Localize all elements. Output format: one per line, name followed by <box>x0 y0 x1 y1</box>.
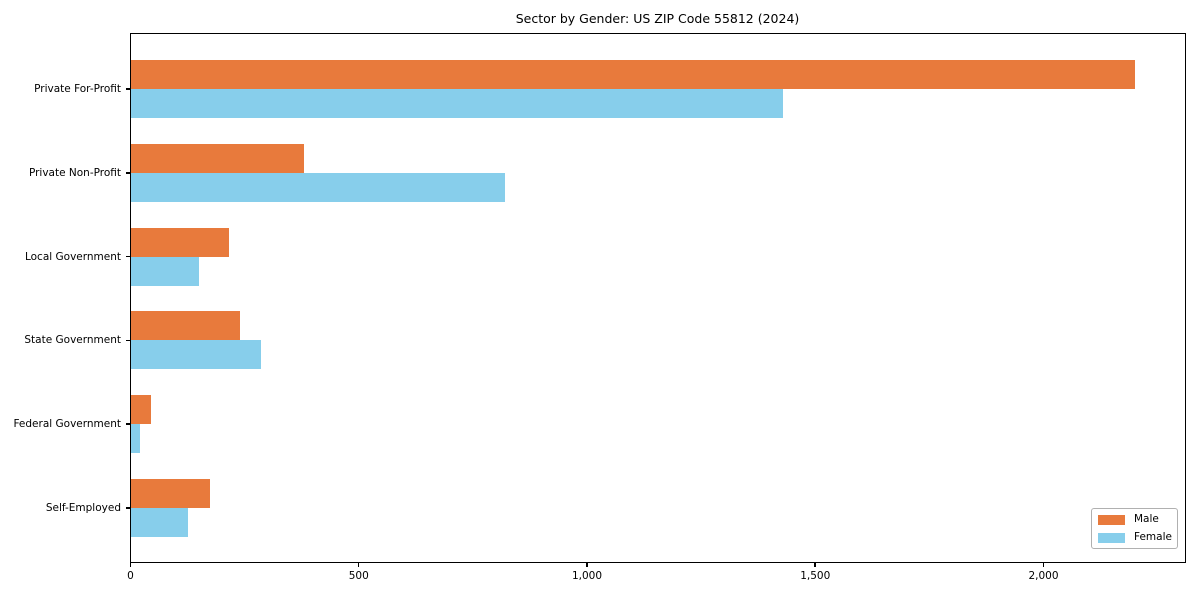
legend-label-female: Female <box>1134 531 1172 543</box>
chart-title: Sector by Gender: US ZIP Code 55812 (202… <box>515 11 800 26</box>
bar-male-local-government <box>130 227 229 257</box>
xtick-mark <box>814 562 816 567</box>
xtick-label-2000: 2,000 <box>1028 570 1059 582</box>
ytick-label-self-employed: Self-Employed <box>45 502 121 514</box>
xtick-label-500: 500 <box>348 570 369 582</box>
ytick-label-state-government: State Government <box>24 334 121 347</box>
xtick-mark <box>1042 562 1045 567</box>
legend: Male Female <box>1091 508 1178 549</box>
bar-female-private-for-profit <box>130 89 784 118</box>
bar-female-federal-government <box>130 424 140 454</box>
bar-female-self-employed <box>130 508 188 537</box>
legend-item-female: Female <box>1098 532 1177 543</box>
ytick-label-federal-government: Federal Government <box>13 418 121 431</box>
ytick-label-private-for-profit: Private For-Profit <box>34 83 121 95</box>
ytick-label-local-government: Local Government <box>24 250 121 263</box>
female-swatch-icon <box>1098 532 1125 543</box>
plot-area <box>130 33 1186 563</box>
bar-male-self-employed <box>130 479 211 508</box>
ytick-mark <box>126 255 131 258</box>
ytick-mark <box>126 339 131 342</box>
bar-female-state-government <box>130 340 261 370</box>
bar-male-private-for-profit <box>130 60 1135 89</box>
bar-female-local-government <box>130 256 199 286</box>
bar-female-private-non-profit <box>130 172 505 202</box>
legend-item-male: Male <box>1098 514 1177 525</box>
bar-male-state-government <box>130 311 241 341</box>
legend-label-male: Male <box>1134 513 1159 525</box>
xtick-label-1000: 1,000 <box>571 570 603 582</box>
ytick-mark <box>126 423 131 425</box>
bar-male-private-non-profit <box>130 143 304 173</box>
xtick-label-1500: 1,500 <box>800 570 831 582</box>
xtick-label-0: 0 <box>127 570 134 582</box>
male-swatch-icon <box>1098 514 1125 525</box>
xtick-mark <box>129 562 132 567</box>
ytick-label-private-non-profit: Private Non-Profit <box>28 166 121 179</box>
bar-male-federal-government <box>130 395 152 425</box>
ytick-mark <box>126 172 131 174</box>
ytick-mark <box>126 88 131 90</box>
ytick-mark <box>126 507 131 509</box>
xtick-mark <box>586 562 588 567</box>
xtick-mark <box>357 562 360 567</box>
